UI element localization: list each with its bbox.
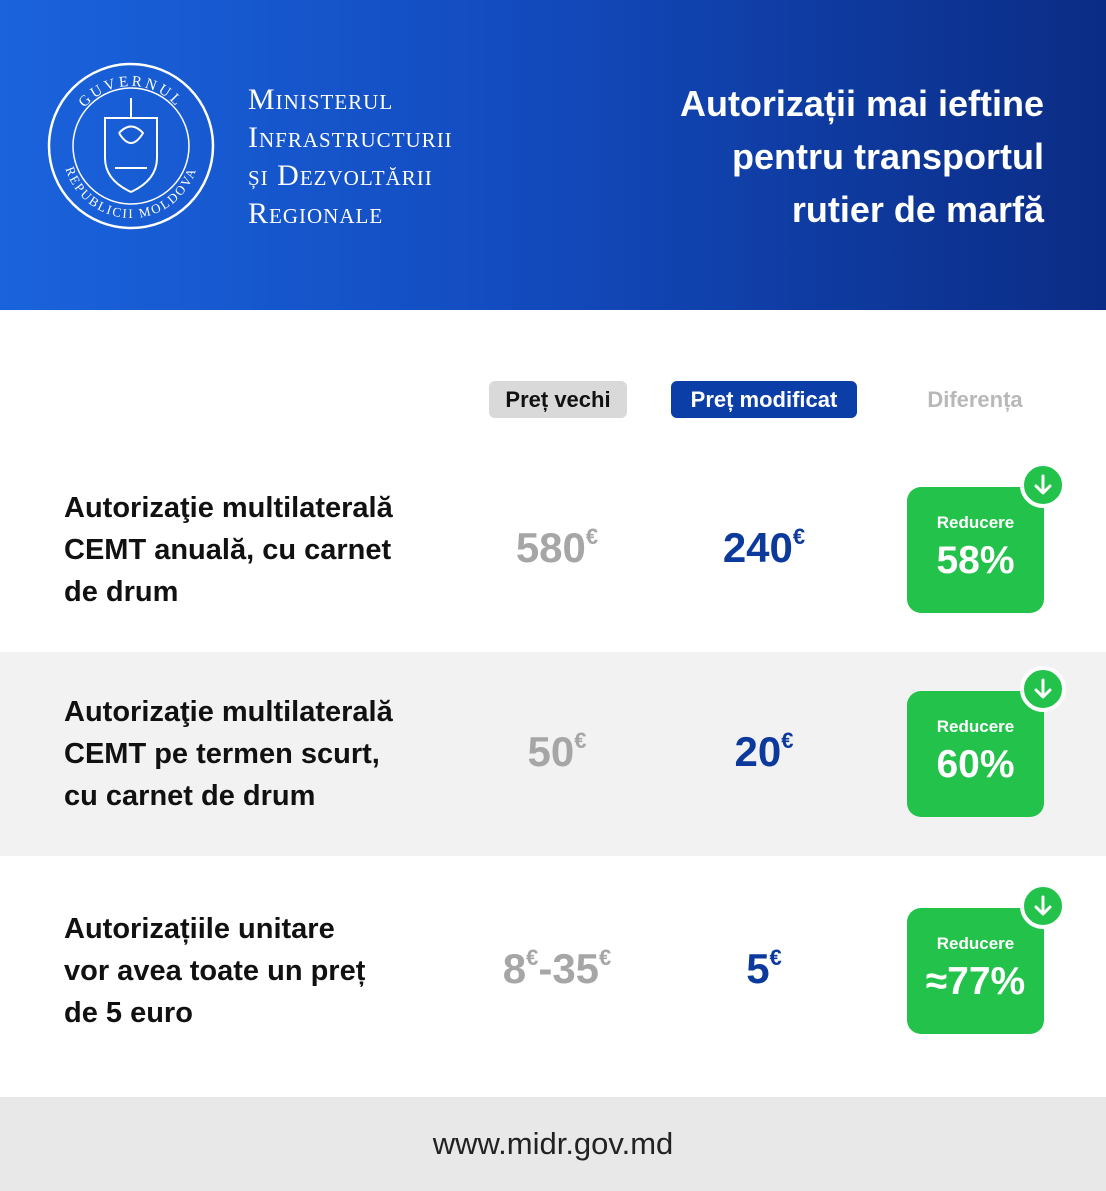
badge-label: Reducere	[936, 934, 1015, 953]
down-icon	[1020, 883, 1066, 929]
price-part: €	[526, 945, 539, 970]
ministry-line: și Dezvoltării	[248, 159, 433, 192]
price-part: €	[769, 945, 782, 970]
price-part: €	[574, 728, 587, 753]
price-part: -35	[538, 945, 600, 992]
old-price: 8€-35€	[457, 945, 657, 993]
new-price: 5€	[664, 945, 864, 993]
arrow	[1034, 474, 1052, 495]
row-label: vor avea toate un preț	[64, 955, 366, 987]
seal-ring	[72, 87, 190, 205]
arrow	[1034, 678, 1052, 699]
column-header: Diferența	[927, 387, 1023, 412]
price-part: €	[585, 524, 599, 549]
title-line: pentru transportul	[732, 136, 1044, 177]
new-price: 240€	[664, 524, 864, 572]
badge-label: Reducere	[936, 717, 1015, 736]
price-part: 580	[515, 524, 586, 571]
old-price: 50€	[457, 728, 657, 776]
row-label: de 5 euro	[64, 997, 193, 1029]
arrow	[1034, 895, 1052, 916]
emblem	[115, 98, 147, 169]
emblem	[104, 117, 158, 194]
badge-percent: 58%	[936, 539, 1015, 582]
price-part: €	[792, 524, 806, 549]
old-price: 580€	[457, 524, 657, 572]
badge-percent: ≈77%	[925, 960, 1026, 1003]
row-label: Autorizaţie multilaterală	[64, 492, 393, 524]
row-label: Autorizațiile unitare	[64, 913, 335, 945]
reduction-badge: Reducere 60%	[907, 691, 1044, 817]
price-part: 50	[527, 728, 575, 775]
reduction-badge: Reducere 58%	[907, 487, 1044, 613]
down-icon	[1020, 666, 1066, 712]
seal-ring	[47, 62, 215, 230]
row-label: CEMT pe termen scurt,	[64, 738, 380, 770]
ministry-line: Regionale	[248, 197, 384, 230]
price-part: €	[599, 945, 612, 970]
row-label: de drum	[64, 576, 179, 608]
column-header: Preț modificat	[671, 381, 857, 418]
badge-percent: 60%	[936, 743, 1015, 786]
reduction-badge: Reducere ≈77%	[907, 908, 1044, 1034]
price-part: 8	[502, 945, 527, 992]
column-header: Preț vechi	[489, 381, 627, 418]
header: GUVERNUL REPUBLICII MOLDOVA Ministerul I…	[0, 0, 1106, 310]
badge-label: Reducere	[936, 513, 1015, 532]
price-part: 240	[722, 524, 793, 571]
row-label: CEMT anuală, cu carnet	[64, 534, 392, 566]
seal: GUVERNUL REPUBLICII MOLDOVA	[47, 62, 215, 230]
ministry-line: Ministerul	[248, 83, 394, 116]
title-line: Autorizații mai ieftine	[679, 83, 1044, 124]
footer: www.midr.gov.md	[0, 1097, 1106, 1191]
row-label: cu carnet de drum	[64, 780, 316, 812]
new-price: 20€	[664, 728, 864, 776]
price-part: 5	[746, 945, 770, 992]
price-part: 20	[734, 728, 782, 775]
down-icon	[1020, 462, 1066, 508]
price-part: €	[781, 728, 794, 753]
ministry-line: Infrastructurii	[248, 121, 453, 154]
row-label: Autorizaţie multilaterală	[64, 696, 393, 728]
title-line: rutier de marfă	[791, 189, 1044, 230]
